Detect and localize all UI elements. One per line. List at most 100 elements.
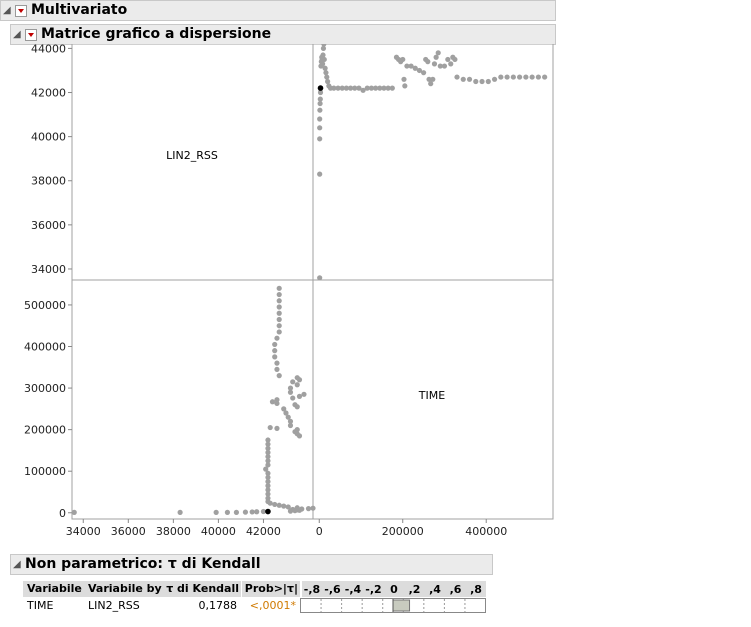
scatter-point-upper (504, 74, 510, 80)
outline-header-kendall: ◢ Non parametrico: τ di Kendall (10, 554, 493, 575)
bar-scale-label: ,6 (450, 583, 462, 596)
scatter-point-lower (265, 470, 271, 476)
scatter-point-upper (389, 85, 395, 91)
red-triangle-menu-icon[interactable] (15, 5, 27, 17)
header-variabile: Variabile (23, 581, 87, 597)
scatter-point-lower (276, 502, 282, 508)
scatter-point-lower (71, 509, 77, 515)
scatter-point-upper (352, 85, 358, 91)
scatter-point-upper (343, 85, 349, 91)
scatter-point-upper (320, 61, 326, 67)
scatter-point-upper (454, 74, 460, 80)
header-variabile-by: Variabile by (86, 581, 166, 597)
scatter-point-upper (466, 76, 473, 82)
scatter-point-lower (267, 424, 273, 431)
scatter-point-lower (301, 391, 307, 397)
scatter-point-upper (331, 85, 337, 91)
scatter-point-upper (529, 74, 535, 80)
y-tick-label-lin2: 42000 (31, 87, 66, 100)
scatter-point-upper (323, 70, 329, 76)
bar-scale-label: -,6 (324, 583, 341, 596)
scatter-point-lower (285, 504, 291, 510)
scatter-point-upper (535, 74, 541, 80)
collapse-triangle-icon[interactable]: ◢ (13, 559, 21, 570)
scatter-point-upper (317, 275, 323, 281)
scatter-point-upper (435, 50, 441, 56)
scatter-point-upper (421, 70, 427, 76)
scatter-point-lower (274, 425, 280, 431)
scatter-point-lower (292, 402, 298, 408)
scatter-point-upper (325, 78, 331, 85)
scatter-point-upper (479, 78, 485, 85)
scatter-point-lower (283, 410, 289, 416)
scatter-point-lower (281, 406, 287, 412)
scatter-point-upper (433, 54, 439, 60)
x-tick-label-lin2: 34000 (66, 525, 101, 538)
highlight-point-upper (317, 85, 324, 91)
scatter-point-lower (276, 323, 282, 329)
scatter-point-lower (276, 298, 282, 304)
scatter-point-upper (498, 74, 504, 80)
scatter-point-lower (285, 414, 291, 420)
scatter-point-lower (265, 491, 271, 497)
scatter-point-lower (276, 373, 282, 379)
scatter-point-lower (260, 508, 267, 515)
scatter-point-upper (448, 61, 454, 67)
scatter-point-lower (294, 382, 300, 388)
scatter-point-upper (347, 85, 354, 91)
scatter-point-lower (276, 304, 282, 310)
scatter-point-upper (373, 85, 379, 91)
scatter-point-lower (287, 385, 294, 391)
scatter-point-lower (265, 449, 271, 456)
scatter-point-lower (276, 285, 282, 291)
y-tick-label-lin2: 40000 (31, 131, 66, 144)
outline-header-scatter-matrix: ◢ Matrice grafico a dispersione (10, 24, 556, 45)
outline-title-kendall: Non parametrico: τ di Kendall (25, 556, 261, 572)
scatter-point-lower (290, 379, 296, 385)
scatter-point-upper (523, 74, 529, 80)
x-tick-label-lin2: 42000 (246, 525, 281, 538)
bar-scale-label: -,4 (345, 583, 362, 596)
scatter-point-lower (272, 501, 278, 508)
scatter-point-upper (356, 85, 362, 91)
scatter-point-lower (287, 389, 294, 395)
scatter-point-upper (364, 85, 370, 91)
collapse-triangle-icon[interactable]: ◢ (13, 29, 21, 40)
scatter-point-upper (317, 89, 324, 96)
scatter-point-lower (274, 400, 280, 407)
bar-scale-label: 0 (390, 583, 398, 596)
scatter-point-lower (233, 509, 240, 515)
scatter-point-upper (321, 44, 327, 47)
highlight-point-lower (265, 508, 271, 515)
scatter-point-upper (360, 87, 366, 93)
x-tick-label-lin2: 40000 (201, 525, 236, 538)
bar-scale-label: -,8 (304, 583, 320, 596)
cell-by-variable: LIN2_RSS (88, 599, 140, 612)
x-tick-label-time: 0 (316, 525, 323, 538)
scatter-point-upper (408, 63, 414, 69)
tau-bar (392, 599, 411, 612)
scatter-point-upper (401, 76, 407, 82)
x-tick-label-time: 200000 (382, 525, 424, 538)
scatter-point-lower (265, 495, 271, 501)
scatter-point-lower (269, 399, 276, 405)
scatter-point-upper (473, 78, 479, 85)
scatter-point-lower (274, 335, 280, 341)
scatter-point-upper (426, 76, 432, 82)
scatter-point-lower (177, 509, 183, 515)
y-tick-label-lin2: 36000 (31, 219, 66, 232)
scatter-point-upper (317, 116, 323, 122)
scatter-point-upper (368, 85, 375, 91)
bar-scale-label: ,4 (429, 583, 441, 596)
cell-variable: TIME (27, 599, 54, 612)
collapse-triangle-icon[interactable]: ◢ (3, 5, 11, 16)
scatter-point-lower (265, 462, 271, 468)
scatter-point-lower (290, 506, 296, 513)
scatter-point-upper (404, 63, 410, 69)
red-triangle-menu-icon[interactable] (25, 29, 37, 41)
scatter-point-upper (425, 59, 431, 65)
scatter-point-lower (294, 505, 300, 511)
scatter-point-upper (412, 65, 418, 71)
scatter-point-upper (317, 100, 323, 107)
diagonal-label-time: TIME (418, 389, 445, 402)
